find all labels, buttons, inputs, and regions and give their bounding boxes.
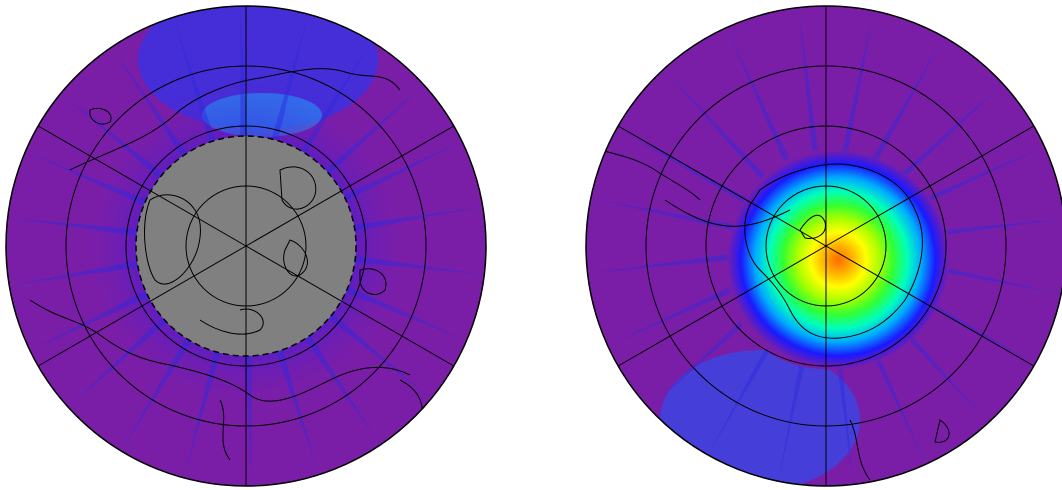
north-streaks	[12, 11, 480, 481]
streak	[343, 207, 478, 233]
meridian-line	[37, 245, 247, 367]
meridian-line	[37, 125, 247, 247]
meridian-line	[245, 125, 455, 247]
streak	[174, 22, 219, 152]
streak	[317, 88, 421, 182]
streak	[840, 15, 873, 159]
streak	[336, 282, 462, 339]
south-coastlines	[599, 149, 950, 481]
streak	[799, 12, 819, 157]
south-graticule	[617, 6, 1035, 486]
streak	[334, 143, 458, 206]
streak	[867, 41, 942, 170]
meridian-line	[825, 125, 1035, 247]
streak	[710, 322, 785, 451]
streak	[299, 326, 378, 441]
north-cap-coastlines	[144, 166, 317, 335]
north-graticule	[37, 6, 455, 486]
streak	[621, 130, 750, 205]
streak	[123, 329, 197, 447]
north-coastlines	[29, 68, 423, 461]
streak	[344, 254, 480, 275]
south-coast-antarctica	[744, 163, 923, 339]
streak	[595, 199, 739, 232]
south-blue-plume	[660, 350, 860, 486]
north-cap-coast-c	[199, 308, 264, 335]
meridian-line	[825, 245, 1035, 367]
south-coast-africa	[849, 419, 950, 481]
north-cap-coast-a	[144, 194, 201, 285]
north-map-border	[5, 5, 487, 487]
south-coast-samerica	[599, 149, 701, 201]
streak	[652, 304, 762, 405]
streak	[833, 335, 853, 480]
streak	[244, 345, 252, 481]
streak	[779, 333, 812, 477]
streak	[890, 87, 1000, 188]
streak	[906, 148, 1040, 212]
streak	[592, 253, 737, 273]
streak	[667, 72, 768, 182]
streak	[71, 310, 175, 404]
north-cap-coast-b	[279, 166, 317, 210]
streak	[295, 45, 369, 163]
streak	[114, 51, 193, 166]
south-coast-ice-shelf	[799, 214, 826, 239]
streak	[184, 341, 224, 473]
north-coast-america	[29, 299, 411, 402]
north-coast-eurasia	[69, 68, 401, 171]
south-coast-peninsula	[664, 199, 791, 227]
streak	[30, 153, 156, 210]
streak	[273, 340, 318, 470]
north-cap-coast-d	[283, 239, 308, 277]
meridian-line	[617, 245, 827, 367]
streak	[915, 219, 1060, 239]
south-polar-map	[585, 5, 1062, 487]
streak	[320, 307, 428, 396]
streak	[913, 260, 1057, 293]
streak	[12, 217, 148, 238]
meridian-line	[245, 245, 455, 367]
streak	[34, 286, 158, 349]
streak	[240, 11, 248, 147]
streak	[268, 19, 308, 151]
streak	[728, 32, 792, 166]
meridian-line	[617, 125, 827, 247]
south-map-border	[585, 5, 1062, 487]
streak	[612, 280, 746, 344]
streak	[14, 259, 149, 285]
north-coast-islands	[89, 107, 387, 295]
north-polar-map	[5, 5, 487, 487]
